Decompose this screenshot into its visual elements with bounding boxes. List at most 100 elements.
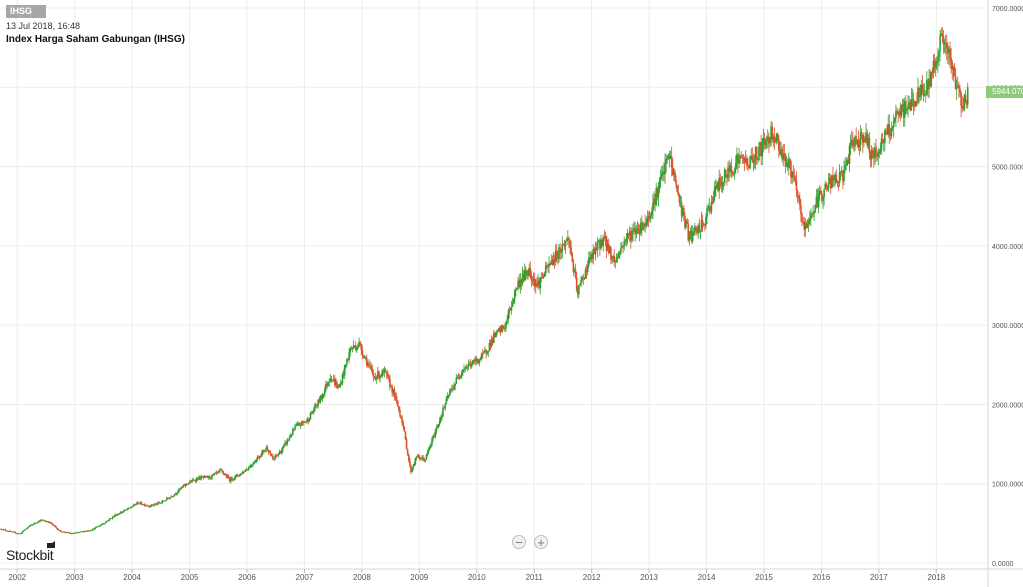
candle-body (264, 450, 266, 452)
candle-body (162, 500, 165, 502)
candle-body (822, 197, 824, 201)
candle-body (705, 217, 707, 226)
candle-body (83, 531, 85, 533)
candle-body (940, 33, 943, 36)
candle-body (409, 460, 411, 466)
candle-body (304, 421, 306, 423)
candle-body (139, 502, 142, 504)
candle-body (149, 506, 152, 508)
candle-body (707, 208, 709, 209)
candle-body (472, 360, 474, 365)
candle-body (947, 48, 949, 54)
candle-body (152, 505, 155, 506)
candle-body (885, 130, 887, 132)
candle-body (617, 254, 620, 258)
candle-body (563, 245, 566, 247)
candle-body (785, 161, 788, 167)
candle-body (343, 364, 346, 376)
candle-body (301, 421, 304, 423)
candle-body (655, 188, 658, 205)
candle-body (730, 165, 733, 172)
candle-body (379, 375, 381, 379)
candle-body (497, 329, 500, 331)
candle-body (784, 154, 787, 167)
candle-body (96, 526, 99, 528)
x-tick-label: 2004 (123, 573, 141, 582)
candle-body (35, 522, 38, 524)
candle-body (615, 256, 618, 262)
candle-body (837, 182, 840, 184)
candle-body (810, 214, 812, 219)
candle-body (542, 276, 545, 278)
candle-body (135, 504, 137, 506)
candle-body (859, 132, 862, 145)
candle-body (842, 170, 844, 182)
candle-body (119, 512, 122, 514)
candle-body (772, 136, 775, 140)
candle-body (201, 476, 203, 478)
candle-body (847, 160, 850, 164)
zoom-in-button[interactable]: + (534, 535, 548, 549)
candle-body (697, 225, 699, 234)
candle-body (490, 339, 493, 347)
candle-body (873, 152, 875, 159)
candle-body (825, 183, 828, 189)
candle-body (695, 226, 697, 228)
candle-body (670, 156, 673, 168)
candle-body (753, 159, 756, 163)
candle-body (712, 196, 715, 203)
candle-body (383, 369, 386, 373)
candle-body (462, 369, 464, 373)
candle-body (299, 425, 302, 427)
candle-body (562, 243, 565, 246)
candle-body (45, 521, 48, 523)
candle-body (77, 532, 80, 534)
candle-body (173, 494, 176, 496)
candle-body (10, 531, 12, 532)
candle-body (828, 177, 831, 183)
candle-body (405, 439, 408, 450)
candle-body (523, 269, 526, 281)
candle-body (421, 457, 423, 460)
candle-body (906, 109, 908, 111)
candle-body (251, 464, 253, 466)
candle-body (390, 386, 392, 388)
candle-body (475, 358, 477, 362)
candle-body (698, 225, 701, 232)
candle-body (118, 513, 121, 515)
candle-body (787, 159, 790, 168)
candle-body (411, 468, 413, 473)
candle-body (168, 498, 170, 500)
candle-body (754, 147, 757, 160)
zoom-out-button[interactable]: − (512, 535, 526, 549)
candle-body (899, 111, 902, 116)
candle-body (637, 228, 640, 234)
candle-body (33, 522, 36, 525)
candle-body (192, 479, 195, 481)
candle-body (209, 476, 211, 479)
candle-body (63, 531, 65, 533)
candle-body (520, 279, 523, 284)
candle-body (691, 232, 694, 242)
candle-body (385, 371, 388, 375)
candle-body (219, 470, 221, 472)
y-tick-label: 4000.0000 (992, 244, 1023, 251)
candle-body (678, 195, 681, 203)
x-tick-label: 2009 (410, 573, 428, 582)
candle-body (66, 532, 69, 533)
candle-body (849, 142, 852, 146)
candle-body (277, 453, 280, 456)
candle-body (484, 349, 486, 353)
candle-body (748, 166, 750, 169)
candle-body (243, 471, 245, 473)
candle-body (206, 476, 209, 478)
candle-body (269, 452, 272, 456)
candle-body (838, 172, 841, 184)
candle-body (47, 521, 50, 523)
candle-body (20, 533, 22, 535)
candle-body (537, 280, 539, 286)
candle-body (335, 382, 337, 386)
x-tick-label: 2006 (238, 573, 256, 582)
candle-body (53, 525, 55, 527)
